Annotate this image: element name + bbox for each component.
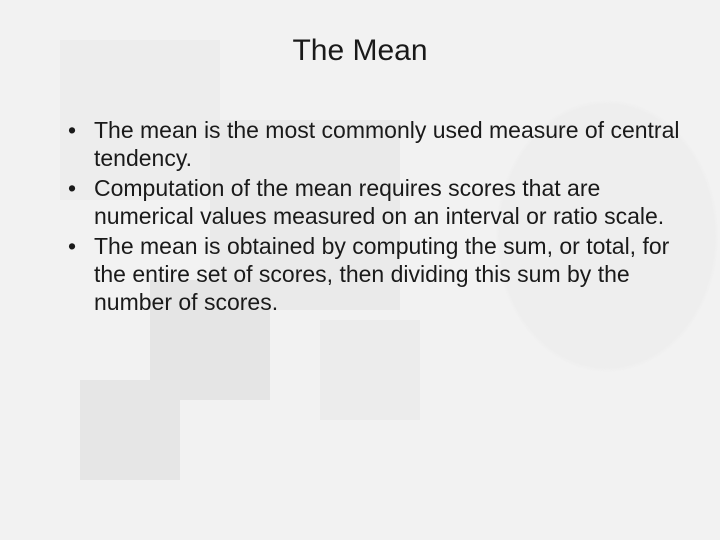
list-item: The mean is obtained by computing the su… — [68, 232, 680, 316]
list-item: Computation of the mean requires scores … — [68, 174, 680, 230]
list-item: The mean is the most commonly used measu… — [68, 116, 680, 172]
bullet-list: The mean is the most commonly used measu… — [40, 116, 680, 316]
slide-title: The Mean — [40, 34, 680, 68]
slide: The Mean The mean is the most commonly u… — [0, 0, 720, 540]
